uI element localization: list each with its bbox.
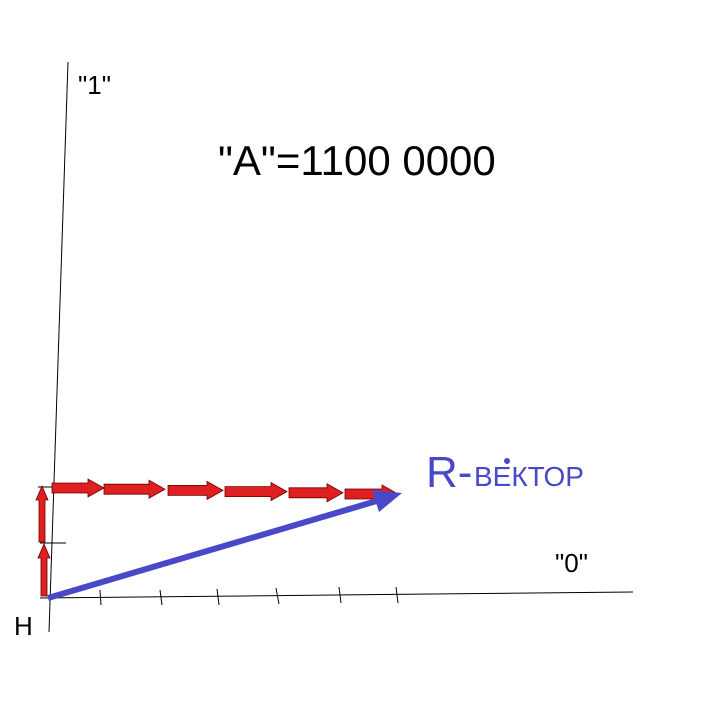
y-axis xyxy=(48,61,69,633)
label-origin: H xyxy=(14,611,33,641)
red-arrow xyxy=(51,478,105,498)
r-vector xyxy=(47,497,381,601)
tick xyxy=(99,589,102,606)
red-arrow xyxy=(35,484,49,543)
title: "A"=1100 0000 xyxy=(218,137,496,184)
r-vector-head xyxy=(372,490,402,512)
red-arrow xyxy=(37,542,51,597)
red-arrow xyxy=(288,483,344,503)
label-one: "1" xyxy=(78,70,111,100)
red-arrow xyxy=(224,481,288,502)
tick xyxy=(159,589,163,606)
red-arrow xyxy=(167,480,224,501)
tick xyxy=(275,587,280,605)
red-arrow xyxy=(103,479,166,499)
vector-prefix: R- xyxy=(426,448,472,497)
x-ticks xyxy=(38,486,399,606)
x-axis xyxy=(39,591,634,599)
dot xyxy=(504,458,510,464)
tick xyxy=(338,586,342,604)
tick xyxy=(395,586,399,604)
label-zero: "0" xyxy=(555,548,588,578)
vector-word: ВЕКТОР xyxy=(474,461,584,492)
tick xyxy=(216,588,220,606)
